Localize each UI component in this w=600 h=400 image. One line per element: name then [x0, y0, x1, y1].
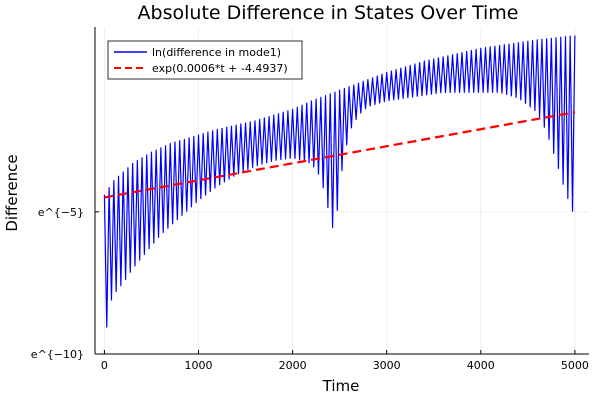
legend-label-fit: exp(0.0006*t + -4.4937) [152, 62, 288, 75]
legend: ln(difference in mode1) exp(0.0006*t + -… [107, 40, 303, 80]
axes [94, 27, 589, 355]
chart-title: Absolute Difference in States Over Time [138, 2, 519, 24]
x-tick-label-3: 3000 [373, 359, 401, 372]
x-tick-label-4: 4000 [467, 359, 495, 372]
x-tick-label-0: 0 [101, 359, 108, 372]
x-axis-label: Time [322, 377, 360, 395]
plot-area [103, 35, 576, 328]
series-fit-line [104, 111, 576, 199]
legend-label-mode1: ln(difference in mode1) [152, 46, 281, 59]
legend-box [107, 40, 303, 80]
x-tick-label-2: 2000 [279, 359, 307, 372]
y-axis-ticks: e^{−10} e^{−5} [31, 206, 99, 361]
x-axis-ticks: 0 1000 2000 3000 4000 5000 [101, 350, 589, 372]
x-tick-label-1: 1000 [185, 359, 213, 372]
series-mode1-line [103, 35, 576, 328]
x-tick-label-5: 5000 [561, 359, 589, 372]
y-tick-label-1: e^{−5} [38, 206, 84, 219]
y-axis-label: Difference [3, 154, 21, 231]
y-tick-label-0: e^{−10} [31, 348, 84, 361]
